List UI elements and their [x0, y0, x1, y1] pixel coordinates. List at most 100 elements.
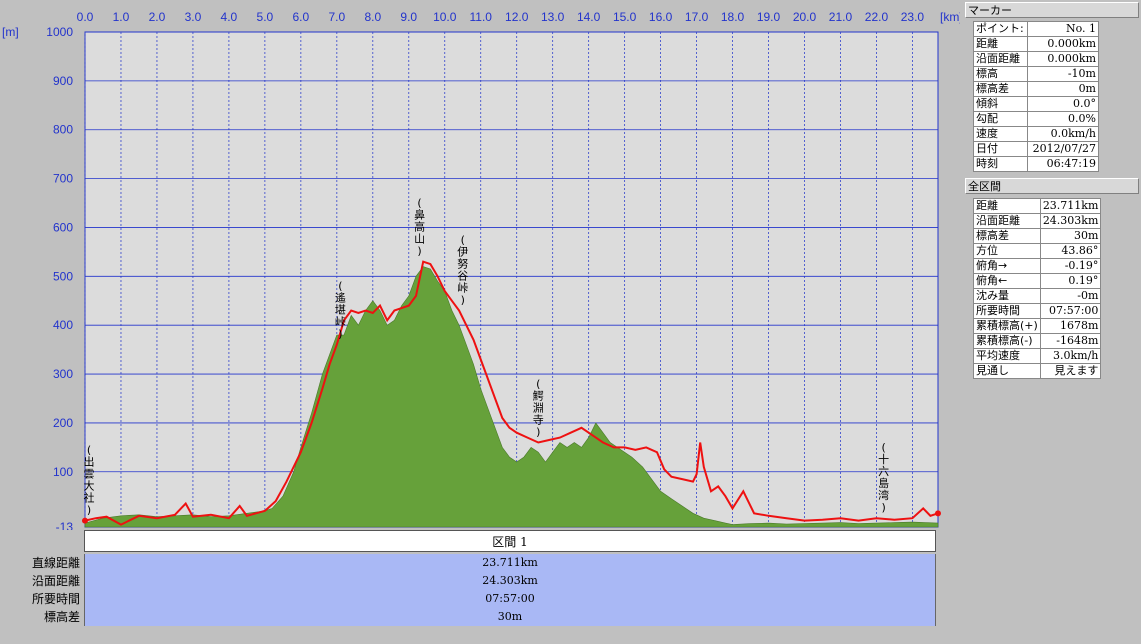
svg-text:): )	[536, 425, 540, 438]
x-tick-label: 7.0	[328, 10, 345, 24]
info-key: 距離	[973, 198, 1041, 214]
info-value: 24.303km	[1039, 213, 1102, 229]
info-row: 速度 0.0km/h	[972, 126, 1099, 142]
y-tick-label: 400	[53, 318, 73, 332]
landmark-label: (鼻高山)	[414, 197, 425, 258]
svg-text:(: (	[338, 280, 342, 293]
svg-text:): )	[417, 245, 421, 258]
svg-text:(: (	[417, 197, 421, 210]
route-end-marker[interactable]	[935, 510, 941, 517]
route-elevation-line	[84, 260, 939, 526]
section-summary-panel: 区間 1 直線距離 23.711km 沿面距離 24.303km 所要時間 07:57:0…	[0, 530, 960, 644]
info-key: 平均速度	[973, 348, 1041, 364]
section-stat-label: 直線距離	[31, 556, 80, 570]
info-row: 累積標高(+) 1678m	[973, 318, 1102, 334]
info-row: 沈み量 -0m	[973, 288, 1102, 304]
svg-text:遙: 遙	[335, 292, 346, 305]
x-tick-label: 11.0	[469, 10, 492, 24]
section-stat-value: 30m	[84, 608, 936, 626]
info-key: 方位	[973, 243, 1041, 259]
y-tick-label: 1000	[46, 25, 73, 39]
info-key: 累積標高(-)	[973, 333, 1041, 349]
info-row: 俯角← 0.19°	[973, 273, 1102, 289]
section-tab[interactable]: 区間 1	[84, 530, 936, 552]
svg-text:島: 島	[878, 476, 889, 490]
svg-text:高: 高	[414, 220, 425, 234]
info-row: 傾斜 0.0°	[972, 96, 1099, 112]
info-value: No. 1	[1027, 21, 1099, 37]
x-tick-label: 22.0	[865, 10, 889, 24]
elevation-chart[interactable]: 0.0 1.0 2.0 3.0 4.0 5.0 6.0 7.0 8.0 9.0 10.0 11.0 12…	[0, 0, 960, 530]
route-start-marker[interactable]	[82, 517, 88, 524]
info-value: 見えます	[1039, 363, 1102, 379]
y-tick-label: 200	[53, 416, 73, 430]
info-value: 3.0km/h	[1039, 348, 1102, 364]
svg-text:伊: 伊	[457, 246, 468, 259]
svg-text:出: 出	[84, 455, 95, 469]
info-row: 標高差 30m	[973, 228, 1102, 244]
plot-area	[84, 31, 939, 528]
info-key: 俯角→	[973, 258, 1041, 274]
info-value: 2012/07/27	[1027, 141, 1099, 157]
info-value: 23.711km	[1039, 198, 1102, 214]
section-stat-row: 沿面距離 24.303km	[0, 572, 960, 590]
svg-text:鼻: 鼻	[414, 208, 425, 222]
info-key: 日付	[972, 141, 1029, 157]
section-stat-label: 標高差	[43, 610, 80, 624]
info-key: 標高	[972, 66, 1029, 82]
svg-text:努: 努	[457, 257, 468, 271]
info-row: 方位 43.86°	[973, 243, 1102, 259]
info-row: 俯角→ -0.19°	[973, 258, 1102, 274]
section-stat-value: 24.303km	[84, 572, 936, 590]
svg-text:): )	[881, 501, 885, 514]
svg-text:峠: 峠	[457, 281, 468, 295]
svg-text:(: (	[87, 444, 91, 457]
info-row: 時刻 06:47:19	[972, 156, 1099, 172]
info-value: -0.19°	[1039, 258, 1102, 274]
svg-text:堪: 堪	[335, 304, 346, 317]
x-tick-label: 20.0	[793, 10, 817, 24]
y-tick-label: 700	[53, 172, 73, 186]
info-key: 見通し	[973, 363, 1041, 379]
info-value: 0m	[1027, 81, 1099, 97]
marker-header[interactable]: マーカー	[965, 2, 1139, 18]
terrain-elevation-area	[84, 266, 939, 528]
total-header[interactable]: 全区間	[965, 178, 1139, 194]
x-tick-label: 15.0	[613, 10, 637, 24]
x-tick-label: 12.0	[505, 10, 529, 24]
svg-text:鰐: 鰐	[533, 389, 544, 402]
info-key: 俯角←	[973, 273, 1041, 289]
y-unit-label: [m]	[2, 25, 19, 39]
x-tick-label: 0.0	[77, 10, 94, 24]
y-tick-label: 100	[53, 465, 73, 479]
y-tick-label: -13	[56, 520, 74, 530]
info-value: 0.000km	[1027, 51, 1099, 67]
svg-text:社: 社	[84, 491, 95, 505]
info-value: -1648m	[1039, 333, 1102, 349]
info-value: 1678m	[1039, 318, 1102, 334]
info-row: 距離 0.000km	[972, 36, 1099, 52]
svg-text:): )	[461, 294, 465, 307]
info-value: -0m	[1039, 288, 1102, 304]
total-info-table: 距離 23.711km 沿面距離 24.303km 標高差 30m 方位 43.86° 俯角→ -…	[973, 198, 1102, 379]
info-key: 距離	[972, 36, 1029, 52]
x-tick-label: 3.0	[185, 10, 202, 24]
info-value: 0.000km	[1027, 36, 1099, 52]
info-value: 30m	[1039, 228, 1102, 244]
x-tick-label: 18.0	[721, 10, 745, 24]
svg-text:): )	[338, 328, 342, 341]
svg-text:(: (	[881, 441, 885, 454]
svg-text:(: (	[461, 234, 465, 247]
info-side-panel: マーカー ポイント: No. 1 距離 0.000km 沿面距離 0.000km 標高 -10…	[965, 0, 1141, 644]
svg-text:六: 六	[878, 465, 889, 478]
info-value: 07:57:00	[1039, 303, 1102, 319]
y-tick-label: 500	[53, 269, 73, 283]
info-value: 0.19°	[1039, 273, 1102, 289]
section-stat-row: 所要時間 07:57:00	[0, 590, 960, 608]
info-key: ポイント:	[972, 21, 1029, 37]
svg-text:): )	[87, 504, 91, 517]
svg-text:湾: 湾	[878, 488, 889, 502]
info-key: 標高差	[973, 228, 1041, 244]
